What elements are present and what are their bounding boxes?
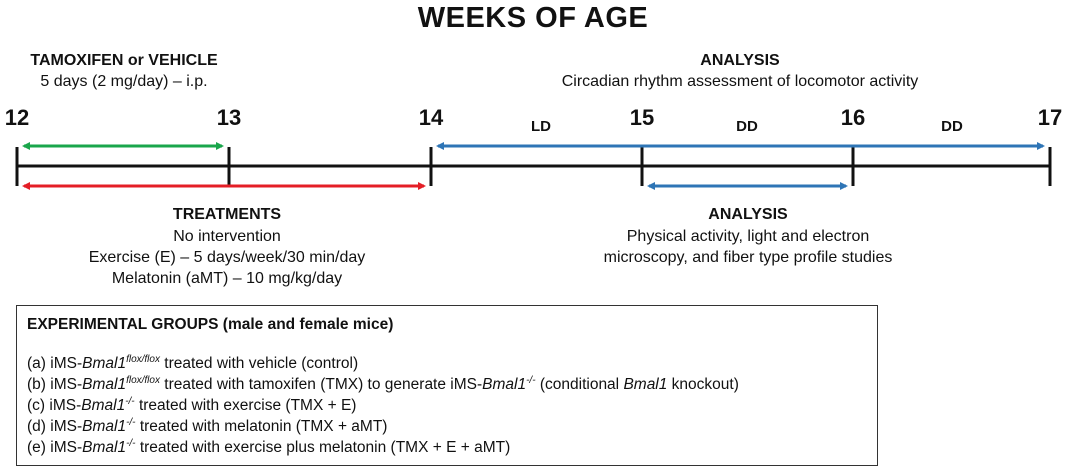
treatments-line-3: Melatonin (aMT) – 10 mg/kg/day [111, 270, 343, 287]
group-prefix: iMS- [50, 376, 83, 393]
analysis-bottom-heading: ANALYSIS [708, 206, 788, 223]
group-label: (e) [27, 439, 46, 456]
treatments-line-1: No intervention [173, 228, 281, 245]
gene-name: Bmal1 [81, 397, 126, 414]
group-row-b: (b) iMS-Bmal1flox/flox treated with tamo… [27, 375, 739, 394]
group-prefix: iMS- [50, 439, 83, 456]
genotype-superscript: -/- [526, 375, 536, 386]
group-row-c: (c) iMS-Bmal1-/- treated with exercise (… [27, 396, 356, 415]
week-label-13: 13 [216, 105, 242, 130]
timeline-graphic [15, 142, 1052, 190]
group-label: (d) [27, 418, 46, 435]
week-label-16: 16 [840, 105, 866, 130]
experimental-groups-title: EXPERIMENTAL GROUPS (male and female mic… [27, 316, 394, 333]
week-label-14: 14 [418, 105, 444, 130]
group-label: (b) [27, 376, 46, 393]
gene-name: Bmal1 [482, 376, 527, 393]
genotype-superscript: flox/flox [126, 354, 160, 365]
tamoxifen-detail: 5 days (2 mg/day) – i.p. [40, 73, 208, 90]
week-label-17: 17 [1037, 105, 1063, 130]
segment-label-dd-2: DD [941, 118, 963, 135]
genotype-superscript: -/- [126, 417, 136, 428]
group-description-tail: (conditional [535, 376, 624, 393]
analysis-top-detail: Circadian rhythm assessment of locomotor… [561, 73, 919, 90]
diagram-title: WEEKS OF AGE [417, 2, 649, 34]
genotype-superscript: -/- [126, 438, 136, 449]
group-row-d: (d) iMS-Bmal1-/- treated with melatonin … [27, 417, 387, 436]
analysis-bottom-line-2: microscopy, and fiber type profile studi… [603, 249, 893, 266]
treatments-heading: TREATMENTS [172, 206, 282, 223]
group-label: (a) [27, 355, 46, 372]
genotype-superscript: -/- [125, 396, 135, 407]
tamoxifen-heading: TAMOXIFEN or VEHICLE [30, 52, 218, 69]
experimental-groups-box: EXPERIMENTAL GROUPS (male and female mic… [16, 305, 878, 466]
group-row-a: (a) iMS-Bmal1flox/flox treated with vehi… [27, 354, 358, 373]
segment-label-ld: LD [531, 118, 551, 135]
group-label: (c) [27, 397, 46, 414]
group-description: treated with tamoxifen (TMX) to generate… [159, 376, 483, 393]
analysis-bottom-line-1: Physical activity, light and electron [626, 228, 870, 245]
group-prefix: iMS- [50, 418, 83, 435]
group-description-end: knockout) [667, 376, 739, 393]
week-label-12: 12 [4, 105, 30, 130]
gene-name: Bmal1 [82, 355, 127, 372]
group-description: treated with exercise (TMX + E) [134, 397, 357, 414]
gene-name: Bmal1 [82, 418, 127, 435]
segment-label-dd-1: DD [736, 118, 758, 135]
group-description: treated with vehicle (control) [159, 355, 359, 372]
gene-name: Bmal1 [82, 376, 127, 393]
genotype-superscript: flox/flox [126, 375, 160, 386]
gene-name: Bmal1 [623, 376, 668, 393]
group-description: treated with exercise plus melatonin (TM… [135, 439, 511, 456]
gene-name: Bmal1 [82, 439, 127, 456]
week-label-15: 15 [629, 105, 655, 130]
group-prefix: iMS- [49, 397, 82, 414]
group-description: treated with melatonin (TMX + aMT) [135, 418, 388, 435]
treatments-line-2: Exercise (E) – 5 days/week/30 min/day [88, 249, 366, 266]
analysis-top-heading: ANALYSIS [700, 52, 780, 69]
group-row-e: (e) iMS-Bmal1-/- treated with exercise p… [27, 438, 510, 457]
group-prefix: iMS- [50, 355, 83, 372]
